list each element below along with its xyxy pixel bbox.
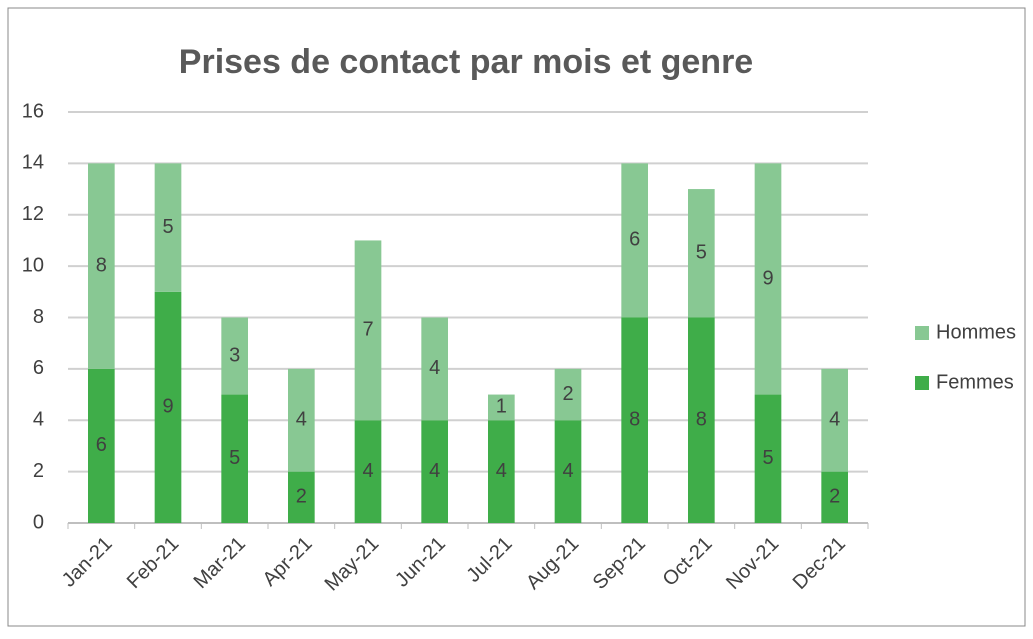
data-label: 4 (562, 460, 573, 482)
bar-segment (154, 163, 182, 292)
y-tick-label: 16 (22, 100, 44, 122)
data-label: 6 (96, 434, 107, 456)
data-label: 4 (496, 460, 507, 482)
legend-label: Femmes (936, 371, 1014, 393)
legend-swatch (915, 376, 929, 390)
data-label: 3 (229, 344, 240, 366)
bar-segment (421, 317, 448, 421)
data-label: 9 (762, 267, 773, 289)
data-label: 8 (629, 409, 640, 431)
data-label: 9 (162, 396, 173, 418)
data-label: 2 (829, 486, 840, 508)
data-label: 1 (496, 396, 507, 418)
bar-segment (288, 471, 315, 523)
y-tick-label: 8 (33, 306, 44, 328)
y-tick-label: 10 (22, 254, 44, 276)
y-tick-label: 2 (33, 460, 44, 482)
bar-segment (154, 291, 182, 523)
y-tick-label: 14 (22, 152, 44, 174)
data-label: 5 (696, 242, 707, 264)
data-label: 4 (296, 409, 307, 431)
bar-segment (754, 163, 782, 395)
bar-segment (488, 394, 515, 421)
bar-segment (221, 394, 248, 523)
y-tick-label: 12 (22, 203, 44, 225)
bar-segment (354, 420, 382, 523)
data-label: 4 (829, 409, 840, 431)
y-tick-label: 6 (33, 357, 44, 379)
chart-title: Prises de contact par mois et genre (179, 43, 753, 81)
bar-segment (488, 420, 515, 523)
legend-swatch (915, 326, 929, 340)
data-label: 2 (296, 486, 307, 508)
data-label: 5 (762, 447, 773, 469)
bar-segment (688, 317, 715, 523)
bar-segment (688, 189, 715, 318)
bar-segment (621, 163, 648, 318)
bar-segment (88, 368, 115, 523)
data-label: 5 (162, 216, 173, 238)
data-label: 6 (629, 229, 640, 251)
y-tick-label: 4 (33, 409, 44, 431)
bar-segment (421, 420, 448, 523)
bar-segment (354, 240, 382, 421)
data-label: 8 (696, 409, 707, 431)
bar-segment (821, 368, 848, 472)
bar-segment (288, 368, 315, 472)
bar-segment (88, 163, 115, 369)
legend-label: Hommes (936, 321, 1016, 343)
bar-segment (221, 317, 248, 395)
bar-segment (754, 394, 782, 523)
data-label: 4 (429, 460, 440, 482)
bar-segment (821, 471, 848, 523)
bar-segment (554, 368, 582, 421)
bar-segment (554, 420, 582, 523)
data-label: 2 (562, 383, 573, 405)
data-label: 8 (96, 254, 107, 276)
y-tick-label: 0 (33, 511, 44, 533)
data-label: 5 (229, 447, 240, 469)
data-label: 4 (362, 460, 373, 482)
data-label: 4 (429, 357, 440, 379)
bar-segment (621, 317, 648, 523)
data-label: 7 (362, 319, 373, 341)
